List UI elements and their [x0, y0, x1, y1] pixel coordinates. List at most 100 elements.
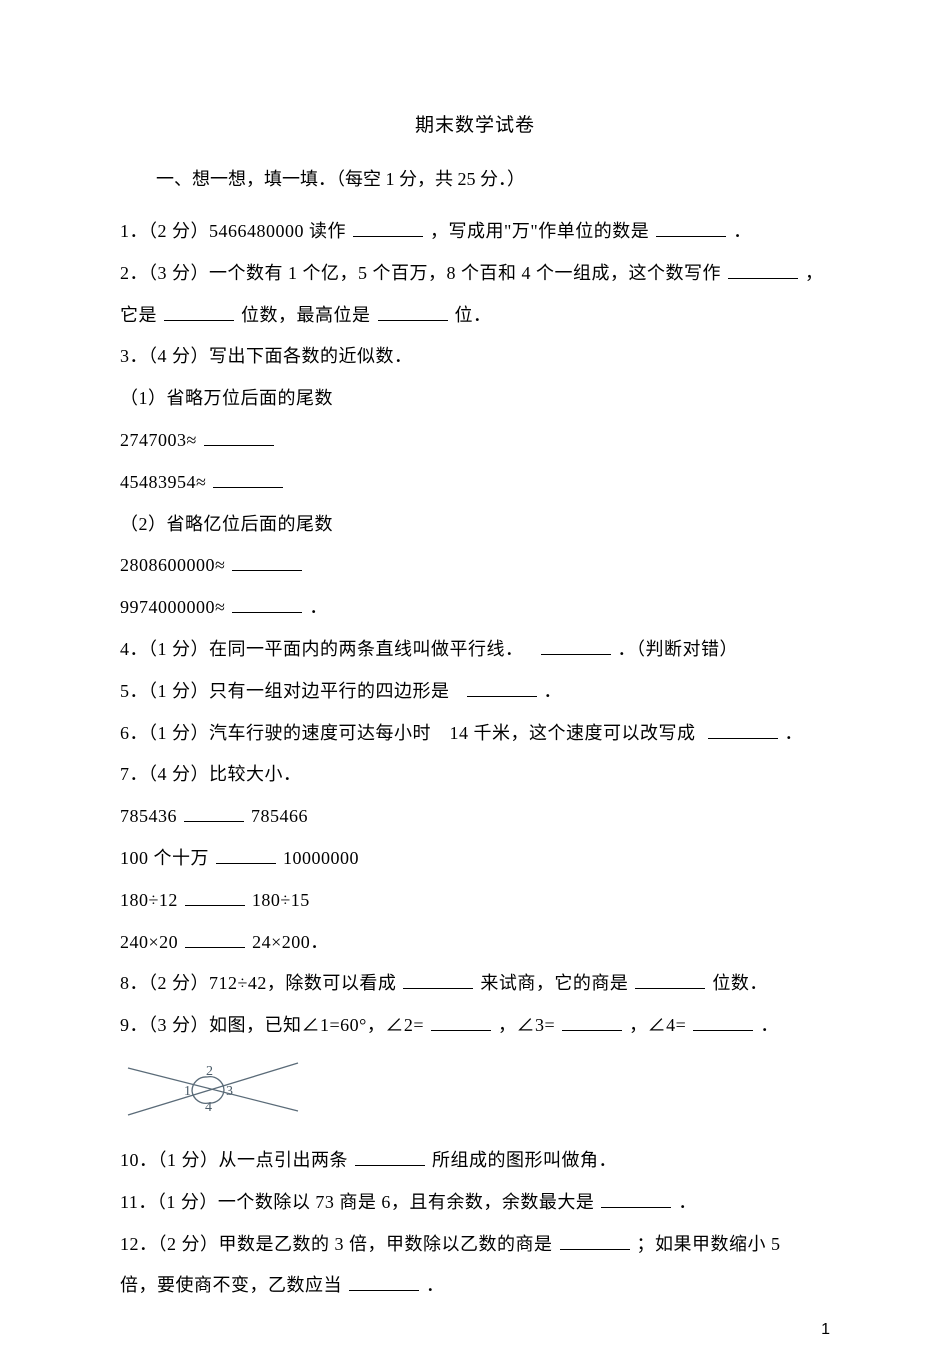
- question-3-a1: 2747003≈: [120, 422, 830, 460]
- q7-r1-b: 785466: [251, 806, 308, 826]
- q9-blank-3[interactable]: [693, 1012, 753, 1031]
- q4-blank[interactable]: [541, 636, 611, 655]
- q1-text-a: 1．（2 分）5466480000 读作: [120, 221, 346, 241]
- q11-text-b: ．: [678, 1192, 697, 1212]
- question-7-head: 7．（4 分）比较大小．: [120, 756, 830, 794]
- question-3-a2: 45483954≈: [120, 464, 830, 502]
- q2-text-d: 位数，最高位是: [241, 305, 371, 325]
- q9-blank-1[interactable]: [431, 1012, 491, 1031]
- q3-a2-blank[interactable]: [213, 469, 283, 488]
- q1-blank-2[interactable]: [656, 218, 726, 237]
- question-6: 6．（1 分）汽车行驶的速度可达每小时 14 千米，这个速度可以改写成 ．: [120, 715, 830, 753]
- q4-text-b: ．（判断对错）: [618, 639, 739, 659]
- q7-r1-a: 785436: [120, 806, 177, 826]
- q2-text-e: 位．: [455, 305, 492, 325]
- q7-r4-blank[interactable]: [185, 929, 245, 948]
- question-8: 8．（2 分）712÷42，除数可以看成 来试商，它的商是 位数．: [120, 965, 830, 1003]
- q2-text-a: 2．（3 分）一个数有 1 个亿，5 个百万，8 个百和 4 个一组成，这个数写…: [120, 263, 721, 283]
- q3-b2-text: 9974000000≈: [120, 597, 225, 617]
- question-7-r2: 100 个十万 10000000: [120, 840, 830, 878]
- q3-a2-text: 45483954≈: [120, 472, 206, 492]
- q3-b1-blank[interactable]: [232, 552, 302, 571]
- q12-blank-1[interactable]: [560, 1231, 630, 1250]
- q2-blank-3[interactable]: [378, 302, 448, 321]
- q8-blank-1[interactable]: [403, 970, 473, 989]
- angle-label-1: 1: [184, 1084, 191, 1099]
- question-9: 9．（3 分）如图，已知∠1=60°，∠2= ，∠3= ，∠4= ．: [120, 1007, 830, 1045]
- q10-text-b: 所组成的图形叫做角．: [432, 1150, 617, 1170]
- q6-text-a: 6．（1 分）汽车行驶的速度可达每小时 14 千米，这个速度可以改写成: [120, 723, 696, 743]
- q12-text-a: 12．（2 分）甲数是乙数的 3 倍，甲数除以乙数的商是: [120, 1234, 553, 1254]
- question-3-b1: 2808600000≈: [120, 547, 830, 585]
- q7-r4-a: 240×20: [120, 932, 178, 952]
- q9-text-c: ，∠4=: [629, 1015, 686, 1035]
- question-7-r1: 785436 785466: [120, 798, 830, 836]
- q12-text-c: 倍，要使商不变，乙数应当: [120, 1275, 342, 1295]
- q6-text-b: ．: [785, 723, 804, 743]
- q2-text-c: 它是: [120, 305, 157, 325]
- q5-text-b: ．: [544, 681, 563, 701]
- angle-label-4: 4: [205, 1100, 212, 1115]
- q3-b1-text: 2808600000≈: [120, 555, 225, 575]
- question-1: 1．（2 分）5466480000 读作 ，写成用"万"作单位的数是 ．: [120, 213, 830, 251]
- q6-blank[interactable]: [708, 720, 778, 739]
- q7-r3-b: 180÷15: [252, 890, 310, 910]
- q2-blank-1[interactable]: [728, 260, 798, 279]
- question-4: 4．（1 分）在同一平面内的两条直线叫做平行线． ．（判断对错）: [120, 631, 830, 669]
- question-3-b2: 9974000000≈ ．: [120, 589, 830, 627]
- page: 期末数学试卷 一、想一想，填一填．（每空 1 分，共 25 分．） 1．（2 分…: [0, 0, 950, 1369]
- q7-r4-b: 24×200．: [252, 932, 329, 952]
- q3-b2-suffix: ．: [309, 597, 328, 617]
- q12-text-b: ；如果甲数缩小 5: [637, 1234, 781, 1254]
- q9-blank-2[interactable]: [562, 1012, 622, 1031]
- question-12-line2: 倍，要使商不变，乙数应当 ．: [120, 1267, 830, 1305]
- page-number: 1: [821, 1321, 830, 1339]
- q11-text-a: 11．（1 分）一个数除以 73 商是 6，且有余数，余数最大是: [120, 1192, 594, 1212]
- q8-blank-2[interactable]: [635, 970, 705, 989]
- q12-text-d: ．: [426, 1275, 445, 1295]
- question-3-sub2: （2）省略亿位后面的尾数: [120, 506, 830, 544]
- question-11: 11．（1 分）一个数除以 73 商是 6，且有余数，余数最大是 ．: [120, 1184, 830, 1222]
- q1-text-c: ．: [733, 221, 752, 241]
- q10-blank[interactable]: [355, 1147, 425, 1166]
- q3-a1-blank[interactable]: [204, 427, 274, 446]
- question-2-line2: 它是 位数，最高位是 位．: [120, 297, 830, 335]
- question-5: 5．（1 分）只有一组对边平行的四边形是 ．: [120, 673, 830, 711]
- q4-text-a: 4．（1 分）在同一平面内的两条直线叫做平行线．: [120, 639, 524, 659]
- question-12-line1: 12．（2 分）甲数是乙数的 3 倍，甲数除以乙数的商是 ；如果甲数缩小 5: [120, 1226, 830, 1264]
- q2-blank-2[interactable]: [164, 302, 234, 321]
- q9-text-b: ，∠3=: [498, 1015, 555, 1035]
- question-2-line1: 2．（3 分）一个数有 1 个亿，5 个百万，8 个百和 4 个一组成，这个数写…: [120, 255, 830, 293]
- q7-r3-a: 180÷12: [120, 890, 178, 910]
- q8-text-a: 8．（2 分）712÷42，除数可以看成: [120, 973, 396, 993]
- q7-r3-blank[interactable]: [185, 887, 245, 906]
- q7-r2-b: 10000000: [283, 848, 359, 868]
- q9-figure: 1 2 3 4: [120, 1053, 830, 1128]
- question-3-head: 3．（4 分）写出下面各数的近似数．: [120, 338, 830, 376]
- q5-blank[interactable]: [467, 678, 537, 697]
- q1-blank-1[interactable]: [353, 218, 423, 237]
- q12-blank-2[interactable]: [349, 1272, 419, 1291]
- question-3-sub1: （1）省略万位后面的尾数: [120, 380, 830, 418]
- question-10: 10．（1 分）从一点引出两条 所组成的图形叫做角．: [120, 1142, 830, 1180]
- q7-r2-blank[interactable]: [216, 845, 276, 864]
- section-1-header: 一、想一想，填一填．（每空 1 分，共 25 分．）: [120, 165, 830, 191]
- q11-blank[interactable]: [601, 1189, 671, 1208]
- q3-b2-blank[interactable]: [232, 594, 302, 613]
- question-7-r3: 180÷12 180÷15: [120, 882, 830, 920]
- q7-r2-a: 100 个十万: [120, 848, 209, 868]
- doc-title: 期末数学试卷: [120, 110, 830, 137]
- angle-label-2: 2: [206, 1064, 213, 1079]
- q10-text-a: 10．（1 分）从一点引出两条: [120, 1150, 348, 1170]
- q2-text-b: ，: [805, 263, 824, 283]
- q1-text-b: ，写成用"万"作单位的数是: [430, 221, 649, 241]
- q9-text-d: ．: [760, 1015, 779, 1035]
- q5-text-a: 5．（1 分）只有一组对边平行的四边形是: [120, 681, 450, 701]
- q8-text-b: 来试商，它的商是: [480, 973, 628, 993]
- q9-text-a: 9．（3 分）如图，已知∠1=60°，∠2=: [120, 1015, 424, 1035]
- question-7-r4: 240×20 24×200．: [120, 924, 830, 962]
- q3-a1-text: 2747003≈: [120, 430, 197, 450]
- q8-text-c: 位数．: [712, 973, 768, 993]
- angle-label-3: 3: [226, 1084, 233, 1099]
- q7-r1-blank[interactable]: [184, 803, 244, 822]
